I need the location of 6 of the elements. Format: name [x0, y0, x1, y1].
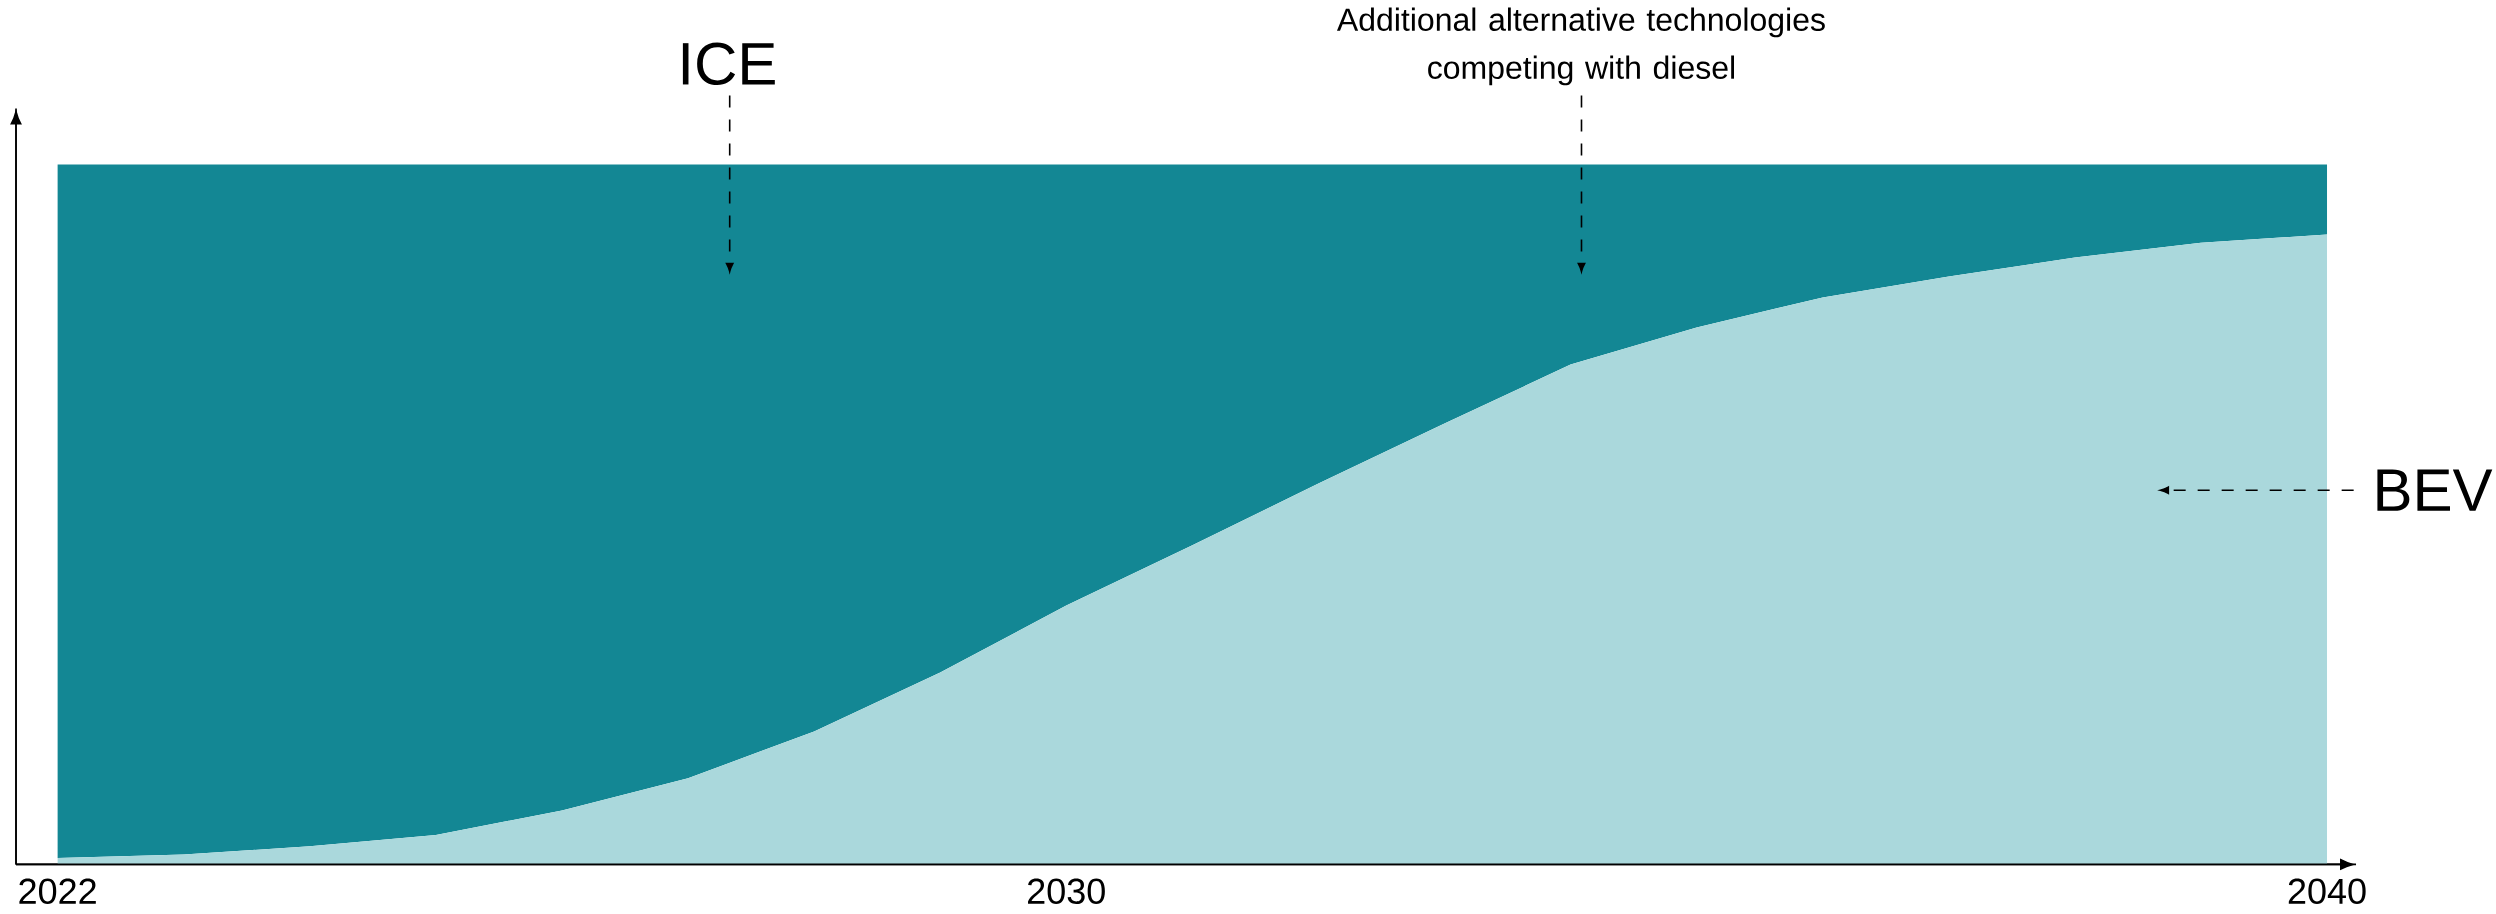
- x-tick-label: 2030: [1028, 878, 1105, 905]
- text: Additional alternative technologies competing with diesel: [1336, 7, 1825, 86]
- x-tick-label: 2040: [2288, 878, 2366, 905]
- series-label: BEV: [2377, 469, 2493, 511]
- x-tick-label: 2022: [19, 878, 96, 905]
- series-label: ICE: [682, 42, 775, 86]
